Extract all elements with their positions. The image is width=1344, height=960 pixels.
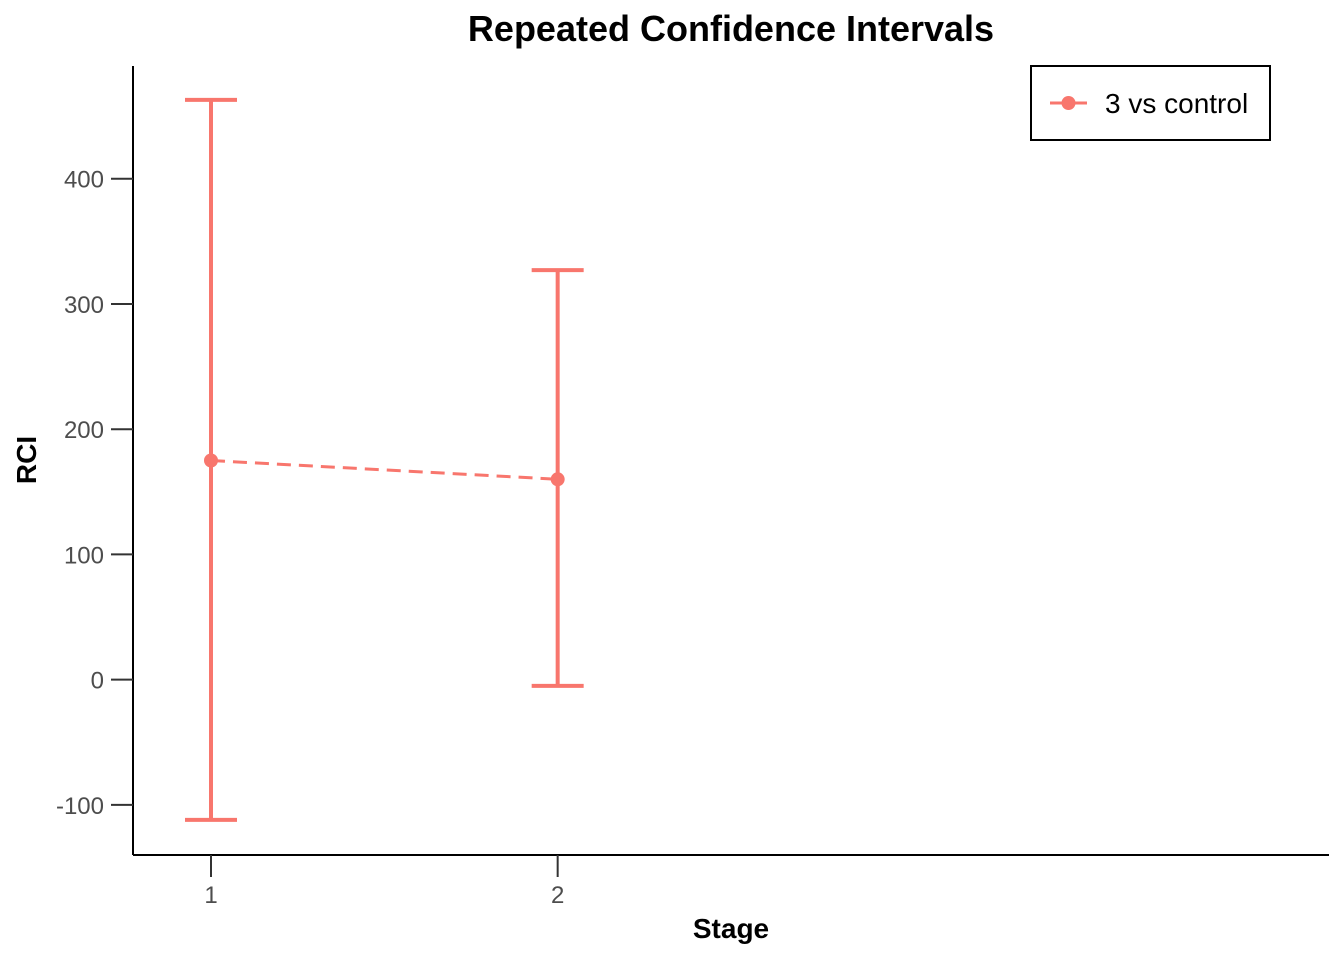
y-tick-label: 100 <box>64 542 104 569</box>
y-tick-label: -100 <box>56 793 104 820</box>
plot-area <box>185 97 584 822</box>
data-point <box>204 453 218 468</box>
x-tick-label: 2 <box>551 882 564 909</box>
data-point <box>550 472 565 487</box>
x-tick-label: 1 <box>204 882 217 909</box>
y-tick-label: 300 <box>64 292 104 319</box>
y-axis: -100 0 100 200 300 400 <box>56 66 134 855</box>
series-line <box>210 459 558 481</box>
legend-key-point <box>1061 96 1076 110</box>
y-axis-title: RCI <box>11 436 42 484</box>
y-tick-label: 400 <box>64 167 104 194</box>
legend: 3 vs control <box>1030 65 1271 141</box>
legend-label: 3 vs control <box>1105 88 1248 119</box>
y-tick-label: 200 <box>64 417 104 444</box>
chart-title: Repeated Confidence Intervals <box>468 8 994 49</box>
y-tick-label: 0 <box>91 668 104 695</box>
x-axis-title: Stage <box>693 913 769 944</box>
